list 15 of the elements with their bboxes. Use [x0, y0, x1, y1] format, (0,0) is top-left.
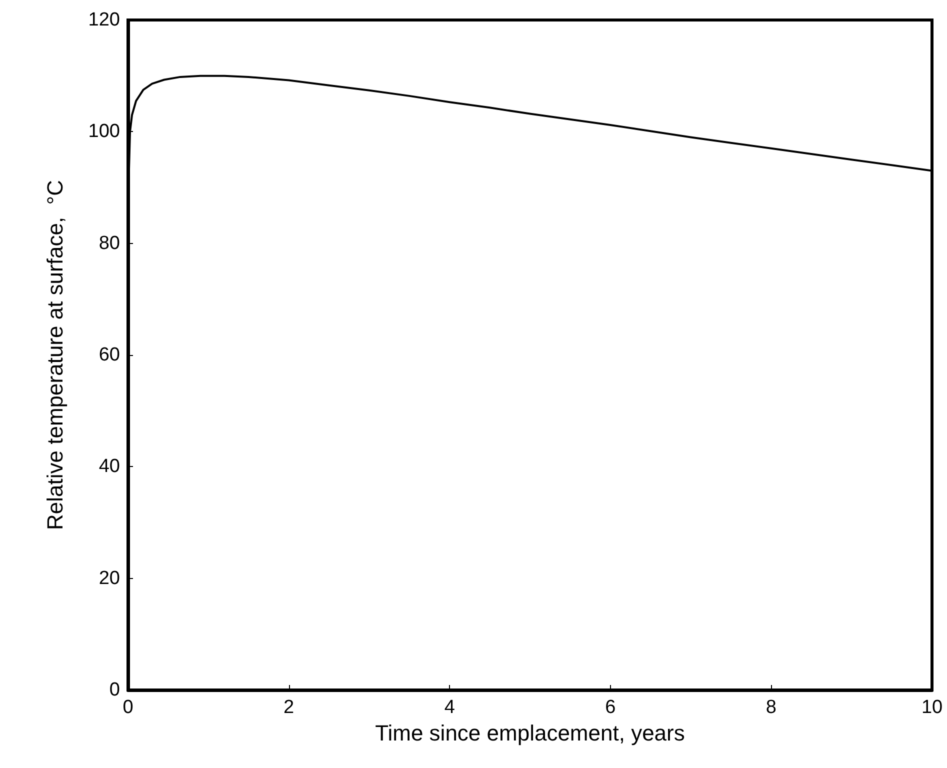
x-tick-label: 4	[444, 697, 456, 718]
y-tick-label: 120	[88, 10, 120, 30]
y-tick-label: 20	[98, 568, 120, 589]
y-tick-label: 60	[98, 344, 120, 366]
x-tick-label: 2	[284, 697, 294, 718]
x-axis-title: Time since emplacement, years	[375, 720, 685, 746]
y-tick-label: 100	[88, 121, 120, 142]
x-tick-label: 10	[921, 697, 943, 718]
y-tick-label: 40	[98, 456, 120, 478]
y-tick-label: 80	[98, 232, 120, 254]
x-tick-label: 0	[122, 697, 134, 718]
x-tick-label: 6	[605, 697, 616, 718]
y-tick-label: 0	[109, 680, 120, 700]
y-axis-title: Relative temperature at surface, °C	[42, 180, 68, 530]
x-tick-label: 8	[766, 697, 776, 718]
